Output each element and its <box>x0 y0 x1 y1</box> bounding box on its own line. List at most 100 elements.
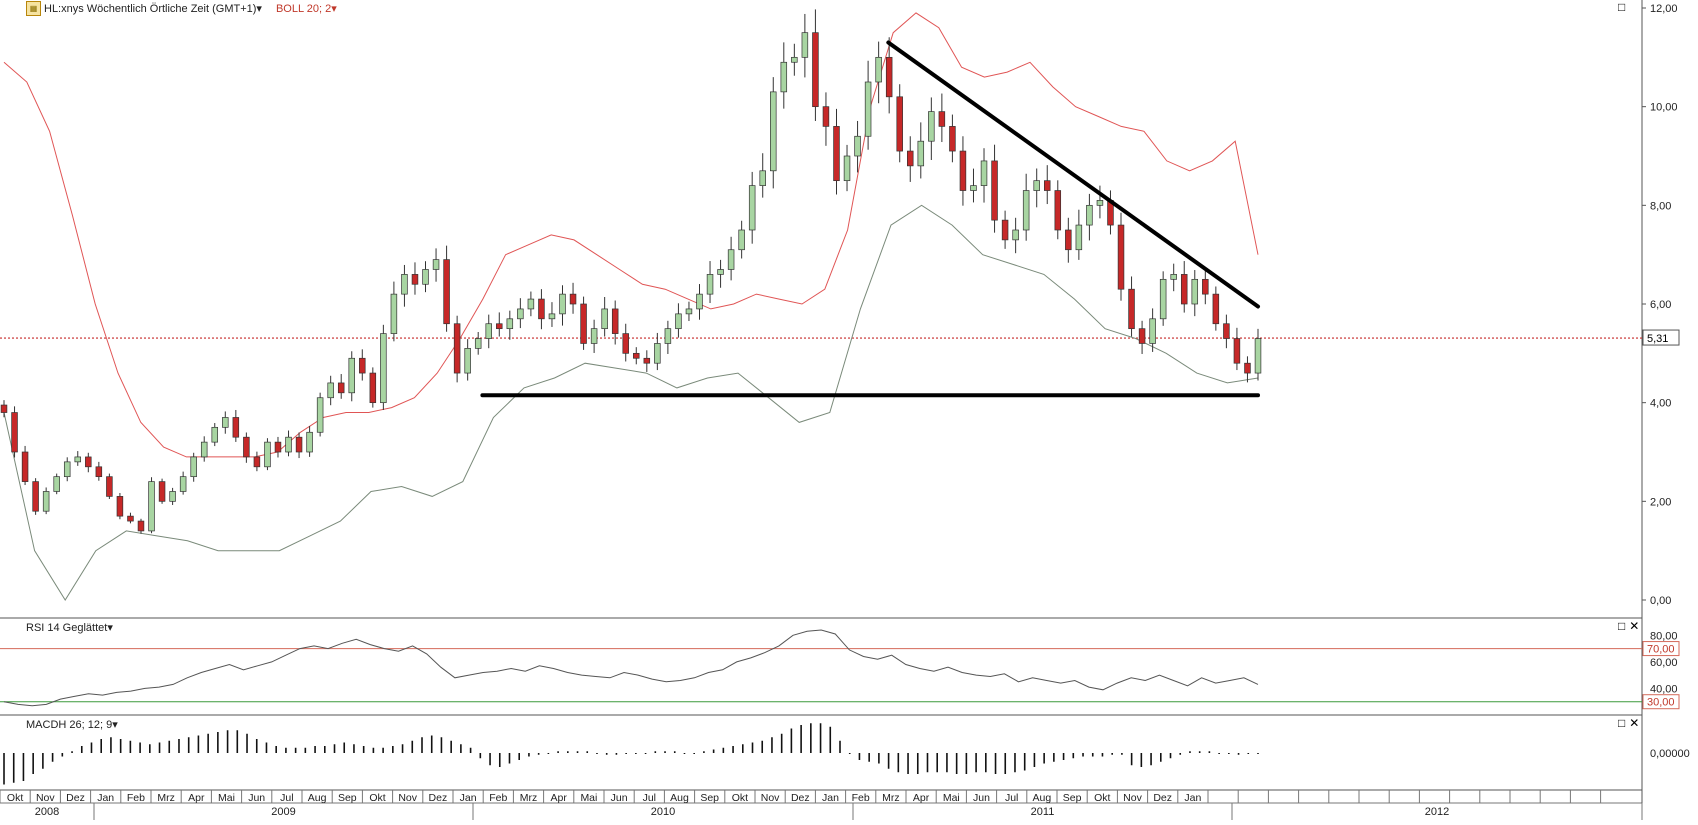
month-label: Jan <box>460 792 477 804</box>
candle-up <box>727 249 735 270</box>
candle-up <box>875 56 882 83</box>
candle-up <box>422 269 429 285</box>
close-icon[interactable]: ✕ <box>1629 619 1640 633</box>
candle-down <box>1180 274 1188 305</box>
candle-up <box>770 91 777 172</box>
rsi-label[interactable]: RSI 14 Geglättet <box>26 621 108 634</box>
candle-down <box>21 451 29 482</box>
month-label: Dez <box>429 792 448 804</box>
candle-down <box>822 106 830 127</box>
candle-down <box>1138 328 1146 344</box>
candle-up <box>696 293 703 310</box>
candle-down <box>833 126 840 182</box>
month-label: Apr <box>551 792 568 804</box>
month-label: Dez <box>1153 792 1172 804</box>
candle-down <box>1223 323 1230 339</box>
candle-up <box>1159 278 1167 320</box>
maximize-icon[interactable]: □ <box>1618 619 1626 633</box>
candle-up <box>685 308 693 315</box>
last-price-label: 5,31 <box>1647 333 1668 345</box>
candle-up <box>1096 200 1104 206</box>
candle-down <box>580 303 587 344</box>
candle-down <box>0 404 8 413</box>
candle-up <box>527 298 535 310</box>
month-label: Okt <box>1094 792 1110 804</box>
candle-down <box>1244 362 1251 374</box>
month-label: Jan <box>822 792 839 804</box>
month-label: Mai <box>218 792 235 804</box>
candle-down <box>1001 219 1009 241</box>
candle-up <box>801 32 809 58</box>
rsi-tick-label: 60,00 <box>1650 657 1678 669</box>
indicator-boll-label[interactable]: BOLL 20; 2 <box>275 2 332 15</box>
price-tick-label: 0,00 <box>1650 595 1671 607</box>
candle-down <box>95 466 103 478</box>
candle-up <box>1254 338 1262 374</box>
month-label: Jun <box>611 792 628 804</box>
candle-down <box>11 412 18 453</box>
candle-down <box>1054 190 1062 231</box>
candle-down <box>949 126 956 152</box>
close-icon[interactable]: ✕ <box>1629 716 1640 730</box>
symbol-label[interactable]: HL:xnys Wöchentlich Örtliche Zeit (GMT+1… <box>44 2 257 15</box>
macd-pane <box>3 723 1259 785</box>
month-label: Jun <box>973 792 990 804</box>
candle-up <box>222 417 229 428</box>
candle-down <box>496 323 503 330</box>
maximize-icon[interactable]: □ <box>1618 0 1626 14</box>
candle-up <box>759 170 766 186</box>
chevron-down-icon[interactable]: ▾ <box>107 622 113 634</box>
candle-up <box>390 293 398 334</box>
month-label: Jan <box>97 792 114 804</box>
candle-up <box>928 111 935 142</box>
time-axis: Okt Nov Dez Jan Feb Mrz Apr Mai Jun Jul Aug Sep Okt N… <box>0 790 1643 820</box>
candle-up <box>169 491 176 502</box>
candle-up <box>1022 190 1030 231</box>
month-label: Feb <box>852 792 870 804</box>
candle-up <box>42 491 50 512</box>
candle-up <box>179 476 187 492</box>
candle-down <box>812 32 819 108</box>
month-label: Sep <box>338 792 357 804</box>
maximize-icon[interactable]: □ <box>1618 716 1626 730</box>
candle-up <box>980 160 988 186</box>
month-label: Jul <box>643 792 656 804</box>
candle-down <box>1202 278 1209 295</box>
month-label: Okt <box>369 792 385 804</box>
month-label: Mrz <box>882 792 900 804</box>
price-tick-label: 10,00 <box>1650 102 1678 114</box>
candle-down <box>907 150 914 167</box>
chevron-down-icon[interactable]: ▾ <box>331 3 337 15</box>
year-label: 2011 <box>1031 806 1055 818</box>
candle-up <box>63 461 71 478</box>
price-tick-label: 2,00 <box>1650 496 1671 508</box>
candle-up <box>654 343 661 364</box>
rsi-level-label: 70,00 <box>1647 644 1675 656</box>
chevron-down-icon[interactable]: ▾ <box>256 3 262 15</box>
month-label: Sep <box>700 792 719 804</box>
candle-down <box>611 308 619 334</box>
macd-label[interactable]: MACDH 26; 12; 9 <box>26 718 113 731</box>
candle-down <box>1233 338 1241 364</box>
month-label: Jul <box>280 792 293 804</box>
price-pane-header: ▦ HL:xnys Wöchentlich Örtliche Zeit (GMT… <box>26 1 337 16</box>
year-label: 2008 <box>35 806 59 818</box>
candle-down <box>1065 229 1072 251</box>
macd-pane-controls: □ ✕ <box>1614 716 1639 730</box>
month-label: Nov <box>761 792 780 804</box>
price-tick-label: 4,00 <box>1650 398 1671 410</box>
candle-up <box>1012 229 1019 241</box>
candle-up <box>485 323 492 339</box>
month-label: Feb <box>127 792 145 804</box>
candle-up <box>791 56 798 63</box>
candle-up <box>548 313 556 320</box>
month-label: Mai <box>943 792 960 804</box>
candle-up <box>664 328 672 344</box>
candle-down <box>243 436 250 458</box>
macd-pane-header: MACDH 26; 12; 9 ▾ <box>26 718 118 732</box>
chevron-down-icon[interactable]: ▾ <box>112 719 118 731</box>
rsi-series-line <box>3 629 1259 707</box>
candle-up <box>559 293 566 315</box>
